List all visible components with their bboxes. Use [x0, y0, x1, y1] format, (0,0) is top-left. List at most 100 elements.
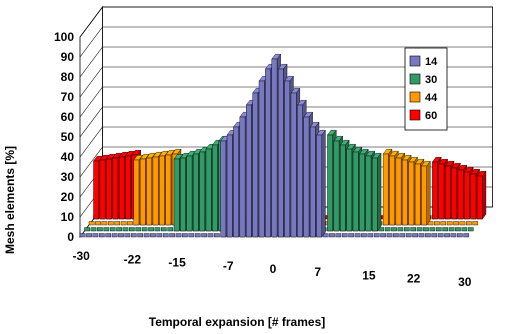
profile-bar-14 — [303, 116, 310, 238]
profile-bar-44 — [133, 159, 140, 226]
y-tick-label: 20 — [61, 190, 75, 204]
profile-bar-60 — [457, 169, 464, 220]
x-tick-label: -7 — [223, 259, 234, 273]
profile-bar-30 — [352, 151, 359, 232]
profile-bar-44 — [139, 158, 146, 226]
bar-44 — [466, 221, 472, 226]
bar-30 — [435, 227, 442, 232]
bar-44 — [114, 221, 121, 226]
profile-bar-60 — [451, 167, 457, 220]
bar-14 — [86, 233, 92, 238]
bar-30 — [161, 227, 167, 232]
bar-44 — [120, 221, 127, 226]
bar-side-44 — [426, 160, 431, 226]
bar-44 — [459, 221, 466, 226]
profile-bar-14 — [277, 68, 284, 238]
bar-30 — [429, 227, 436, 232]
x-tick-labels: -30 -22 -15 -7 0 7 15 22 30 — [73, 249, 472, 289]
gridline — [79, 86, 493, 118]
y-tick-label: 70 — [61, 90, 75, 104]
profile-bar-60 — [93, 160, 99, 220]
bar-14 — [188, 233, 195, 238]
gridline — [79, 106, 493, 138]
profile-bar-60 — [118, 156, 125, 220]
bar-side-60 — [482, 170, 487, 220]
profile-bar-60 — [106, 158, 112, 220]
profile-bar-14 — [284, 80, 291, 238]
profile-bar-44 — [165, 154, 172, 226]
profile-bar-30 — [192, 153, 199, 232]
y-tick-label: 10 — [61, 210, 75, 224]
x-tick-label: -30 — [73, 249, 91, 263]
profile-bar-30 — [186, 155, 193, 232]
profile-bar-14 — [316, 134, 322, 238]
profile-bar-30 — [346, 148, 353, 232]
profile-bar-30 — [372, 157, 378, 232]
bar-14 — [431, 233, 438, 238]
y-tick-label: 90 — [61, 50, 75, 64]
legend-label: 30 — [425, 74, 437, 86]
y-tick-label: 40 — [61, 150, 75, 164]
y-tick-label: 0 — [67, 230, 74, 244]
profile-bar-44 — [389, 155, 395, 226]
bar-14 — [175, 233, 182, 238]
y-tick-label: 30 — [61, 170, 75, 184]
bar-14 — [380, 233, 386, 238]
legend-swatch — [409, 55, 421, 67]
bar-30 — [109, 227, 116, 232]
bar-14 — [124, 233, 131, 238]
bar-14 — [137, 233, 143, 238]
bar-30 — [122, 227, 129, 232]
bar-30 — [103, 227, 110, 232]
bar-14 — [361, 233, 367, 238]
profile-bar-14 — [309, 126, 316, 238]
bar-side-30 — [377, 152, 382, 232]
bar-14 — [118, 233, 124, 238]
bar-44 — [434, 221, 440, 226]
bar-30 — [90, 227, 97, 232]
bar-30 — [129, 227, 135, 232]
legend-swatch — [409, 109, 421, 121]
bar-14 — [182, 233, 188, 238]
gridline — [79, 46, 493, 78]
bar-14 — [92, 233, 99, 238]
bar-30 — [448, 227, 455, 232]
profile-bar-30 — [333, 140, 340, 232]
bar-14 — [457, 233, 463, 238]
bar-14 — [418, 233, 425, 238]
profile-bar-44 — [408, 161, 415, 226]
bar-14 — [373, 233, 380, 238]
bar-30 — [410, 227, 417, 232]
profile-bar-30 — [180, 157, 186, 232]
gridline — [79, 146, 493, 178]
bar-44 — [95, 221, 101, 226]
bar-30 — [167, 227, 174, 232]
profile-bar-44 — [382, 153, 389, 226]
gridline — [79, 126, 493, 158]
legend-label: 14 — [425, 56, 438, 68]
profile-bar-14 — [226, 134, 233, 238]
bar-30 — [403, 227, 410, 232]
legend-label: 60 — [425, 110, 437, 122]
bar-14 — [399, 233, 406, 238]
profile-bar-44 — [159, 155, 165, 226]
profile-bar-44 — [421, 165, 427, 226]
profile-bar-14 — [252, 92, 259, 238]
profile-bar-30 — [327, 134, 333, 232]
bar-14 — [450, 233, 457, 238]
bar-30 — [84, 227, 90, 232]
profile-bar-30 — [199, 151, 206, 232]
bar-14 — [162, 233, 169, 238]
gridline — [79, 6, 493, 38]
legend-swatch — [409, 91, 421, 103]
profile-bar-60 — [438, 163, 445, 220]
bar-14 — [463, 233, 470, 238]
profile-bar-30 — [340, 144, 346, 232]
bar-14 — [143, 233, 150, 238]
y-tick-labels: 0 10 20 30 40 50 60 70 80 90 100 — [54, 30, 74, 244]
profile-bar-14 — [246, 104, 252, 238]
bar-30 — [455, 227, 461, 232]
bar-44 — [472, 221, 479, 226]
y-tick-label: 50 — [61, 130, 75, 144]
bar-14 — [354, 233, 361, 238]
